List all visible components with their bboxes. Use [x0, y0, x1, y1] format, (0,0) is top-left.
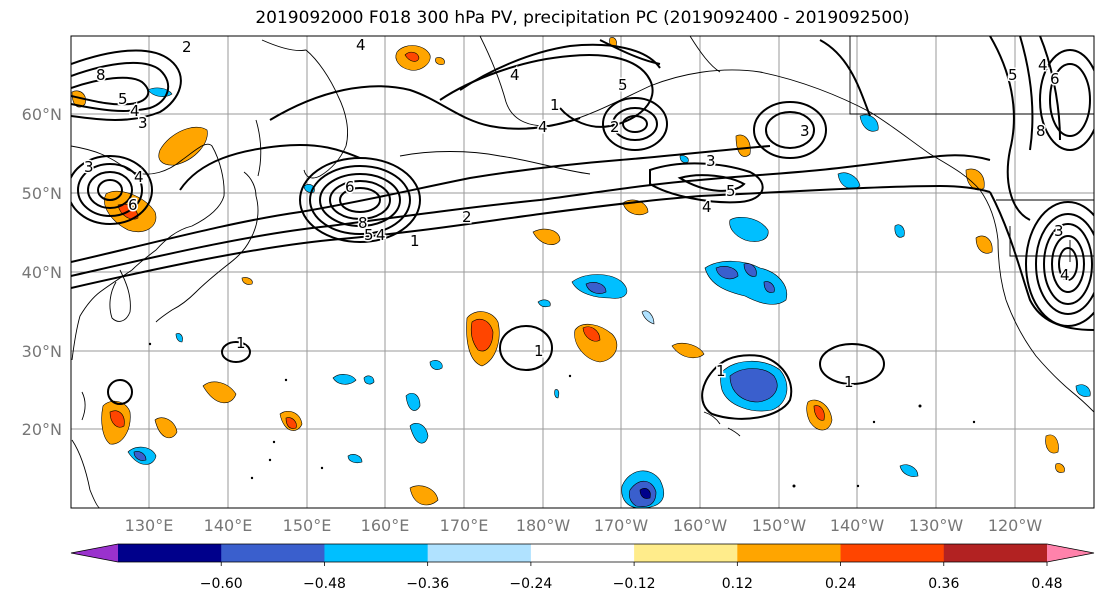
contour-label: 4 — [510, 66, 520, 84]
colorbar-segment — [840, 544, 945, 562]
colorbar-tick-label: −0.36 — [406, 576, 449, 592]
positive-anomalies — [71, 37, 1065, 506]
contour-label: 4 — [1060, 266, 1070, 284]
contour-label: 5 — [364, 226, 374, 244]
colorbar-extend-high — [1047, 544, 1094, 562]
contour-label: 5 — [118, 90, 128, 108]
colorbar-outline — [70, 543, 1095, 563]
lon-label: 160°E — [361, 516, 410, 535]
contour-label: 5 — [618, 76, 628, 94]
colorbar-segment — [943, 544, 1048, 562]
contour-label: 1 — [534, 342, 544, 360]
contour-label: 1 — [410, 232, 420, 250]
contour-label: 4 — [538, 118, 548, 136]
colorbar-segment — [221, 544, 325, 562]
map-title: 2019092000 F018 300 hPa PV, precipitatio… — [255, 8, 910, 28]
contour-label: 6 — [345, 178, 355, 196]
colorbar-tick-label: −0.12 — [613, 576, 656, 592]
contour-label: 4 — [376, 226, 386, 244]
colorbar-segment — [737, 544, 842, 562]
negative-anomalies — [127, 87, 1091, 508]
colorbar: −0.60 −0.48 −0.36 −0.24 −0.12 0.12 0.24 0.36 0.4… — [70, 543, 1095, 592]
contour-label: 6 — [128, 196, 138, 214]
colorbar-tick-label: −0.48 — [303, 576, 346, 592]
contour-label: 8 — [358, 214, 368, 232]
contour-label: 1 — [716, 362, 726, 380]
lon-label: 160°W — [673, 516, 728, 535]
island-markers — [148, 342, 976, 488]
contour-label: 8 — [1036, 122, 1046, 140]
lat-label: 60°N — [22, 105, 62, 124]
lat-label: 40°N — [22, 263, 62, 282]
contour-label: 4 — [702, 198, 712, 216]
contour-label: 2 — [610, 118, 620, 136]
contour-label: 4 — [1038, 56, 1048, 74]
contour-label: 3 — [706, 152, 716, 170]
lat-label: 50°N — [22, 184, 62, 203]
colorbar-segment — [530, 544, 635, 562]
lon-label: 170°E — [440, 516, 489, 535]
longitude-labels: 130°E 140°E 150°E 160°E 170°E 180°W 170°… — [125, 516, 1043, 535]
contour-label: 3 — [1054, 222, 1064, 240]
lon-label: 130°E — [125, 516, 174, 535]
contour-label: 4 — [356, 36, 366, 54]
contour-label: 5 — [1008, 66, 1018, 84]
colorbar-tick-label: −0.24 — [509, 576, 552, 592]
colorbar-tick-label: 0.36 — [928, 576, 959, 592]
lat-label: 20°N — [22, 420, 62, 439]
pv-contours — [71, 36, 1094, 420]
lon-label: 180°W — [516, 516, 571, 535]
lon-label: 150°W — [752, 516, 807, 535]
contour-label: 1 — [550, 96, 560, 114]
contour-label: 3 — [800, 122, 810, 140]
contour-label: 4 — [130, 102, 140, 120]
lon-label: 120°W — [988, 516, 1043, 535]
contour-label: 6 — [1050, 70, 1060, 88]
colorbar-segment — [324, 544, 429, 562]
map-frame — [70, 35, 1095, 509]
contour-label: 2 — [182, 38, 192, 56]
colorbar-segment — [634, 544, 738, 562]
precip-anomaly-shading — [71, 37, 1091, 508]
colorbar-tick-label: 0.24 — [825, 576, 856, 592]
lon-label: 170°W — [594, 516, 649, 535]
colorbar-tick-label: 0.12 — [722, 576, 753, 592]
contour-label: 1 — [844, 373, 854, 391]
colorbar-tick-label: 0.48 — [1031, 576, 1062, 592]
lon-label: 150°E — [283, 516, 332, 535]
contour-label: 5 — [726, 182, 736, 200]
contour-label: 1 — [236, 334, 246, 352]
lon-label: 140°W — [830, 516, 885, 535]
map-panel: 8 5 4 3 3 4 6 6 8 5 4 1 2 4 4 4 1 2 3 4 … — [71, 36, 1094, 508]
colorbar-tick-label: −0.60 — [200, 576, 243, 592]
lat-label: 30°N — [22, 342, 62, 361]
contour-label: 2 — [462, 208, 472, 226]
contour-label: 3 — [138, 114, 148, 132]
contour-label: 4 — [134, 168, 144, 186]
colorbar-extend-low — [71, 544, 118, 562]
colorbar-segment — [118, 544, 222, 562]
contour-label: 3 — [84, 158, 94, 176]
contour-label: 8 — [96, 66, 106, 84]
colorbar-segment — [427, 544, 532, 562]
latitude-labels: 60°N 50°N 40°N 30°N 20°N — [22, 105, 62, 439]
contour-labels: 8 5 4 3 3 4 6 6 8 5 4 1 2 4 4 4 1 2 3 4 … — [83, 36, 1072, 393]
lon-label: 130°W — [909, 516, 964, 535]
lon-label: 140°E — [204, 516, 253, 535]
